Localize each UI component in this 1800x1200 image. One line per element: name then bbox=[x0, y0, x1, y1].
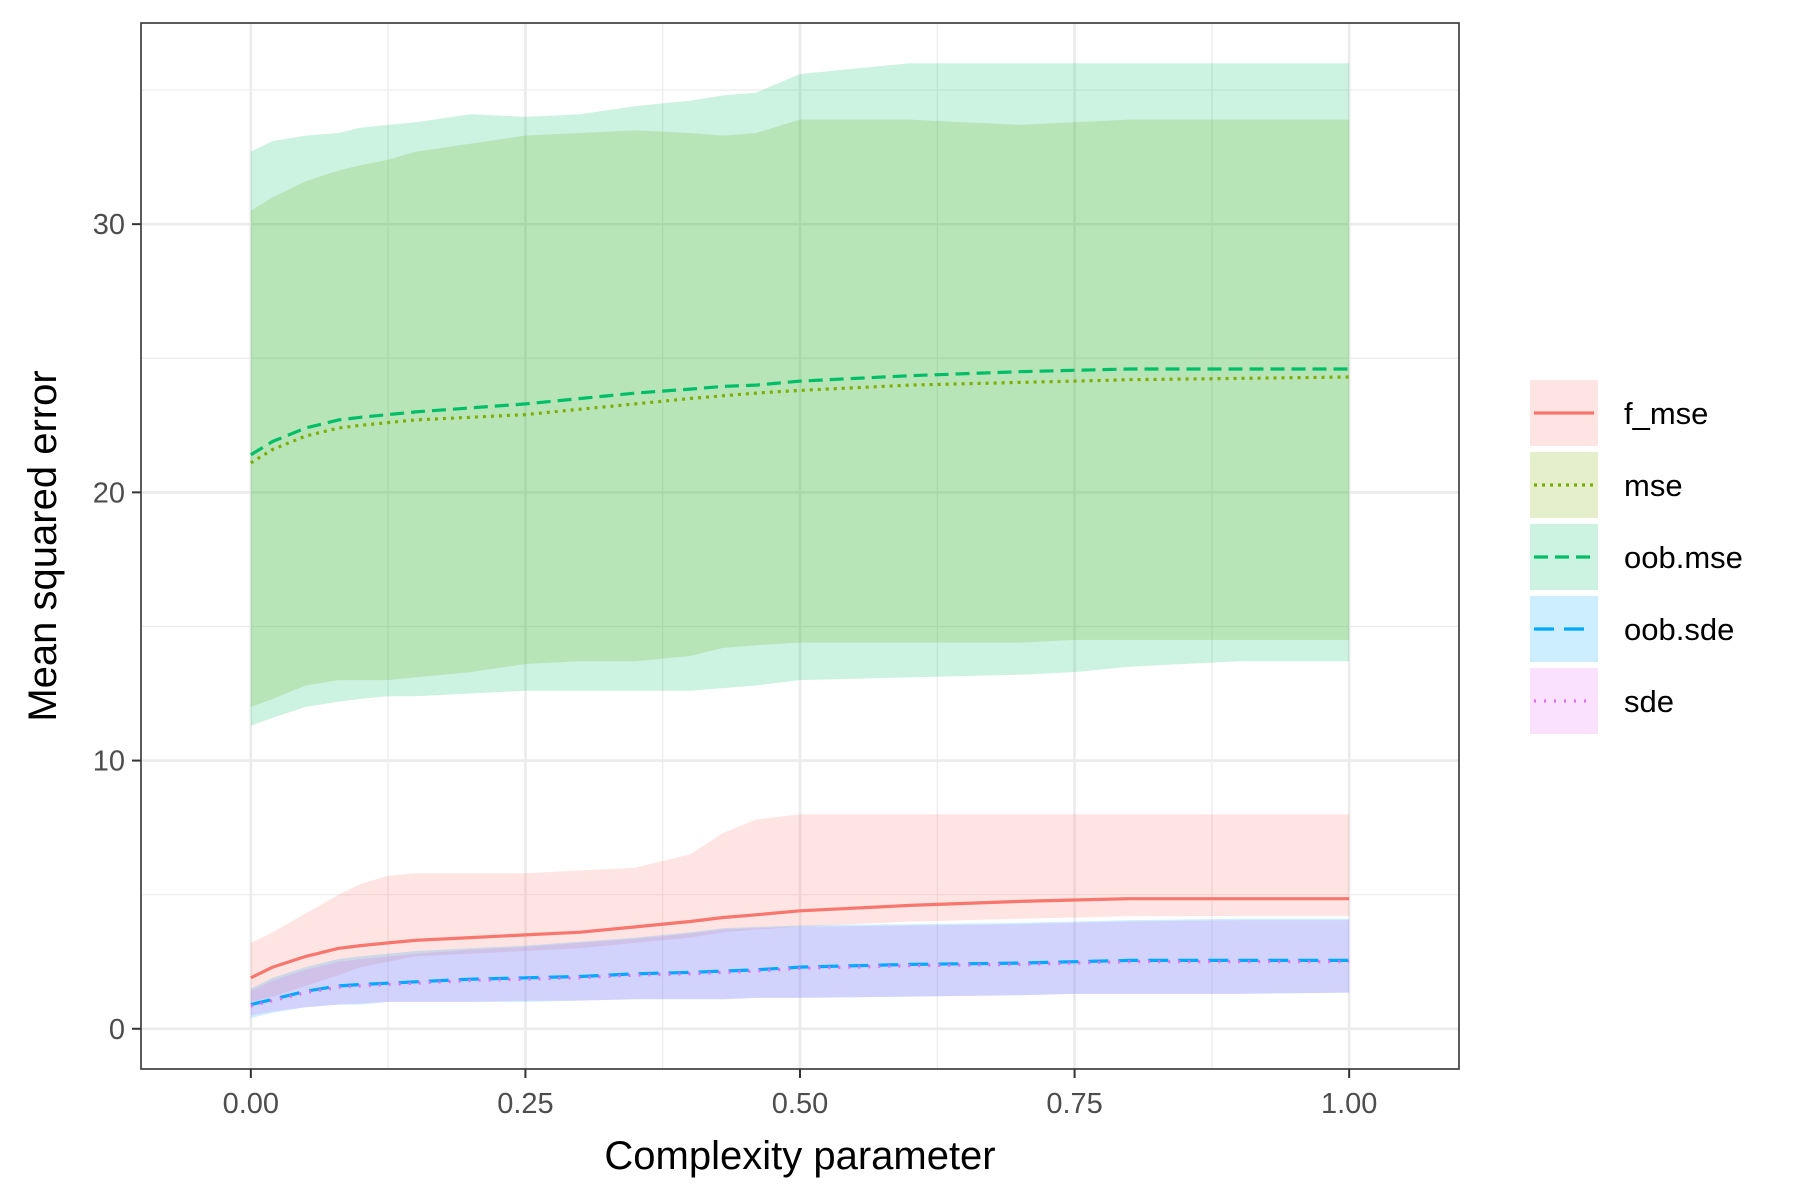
ribbon-mse bbox=[250, 119, 1350, 707]
legend-key-fill bbox=[1530, 452, 1598, 518]
legend-item-oob-sde: oob.sde bbox=[1530, 596, 1734, 662]
line-oob-sde bbox=[250, 958, 1350, 1007]
legend-label: mse bbox=[1624, 468, 1683, 503]
line-mse bbox=[249, 375, 1350, 465]
legend-item-sde: sde bbox=[1530, 668, 1674, 734]
ribbon-oob-mse bbox=[250, 63, 1350, 726]
x-tick-labels: 0.00 0.25 0.50 0.75 1.00 bbox=[223, 1088, 1378, 1120]
axis-ticks bbox=[132, 223, 1351, 1078]
legend-item-oob-mse: oob.mse bbox=[1530, 524, 1743, 590]
x-tick-label: 0.50 bbox=[772, 1088, 828, 1120]
legend-item-f-mse: f_mse bbox=[1530, 380, 1708, 446]
x-tick-label: 0.75 bbox=[1046, 1088, 1102, 1120]
y-tick-label: 20 bbox=[93, 477, 125, 509]
y-axis-title: Mean squared error bbox=[21, 370, 65, 721]
x-tick-label: 0.00 bbox=[223, 1088, 279, 1120]
x-tick-label: 1.00 bbox=[1321, 1088, 1377, 1120]
y-tick-label: 30 bbox=[93, 209, 125, 241]
y-tick-labels: 0 10 20 30 bbox=[93, 209, 125, 1046]
legend-label: f_mse bbox=[1624, 396, 1708, 431]
y-tick-label: 0 bbox=[109, 1014, 125, 1046]
x-axis-title: Complexity parameter bbox=[604, 1134, 995, 1178]
x-tick-label: 0.25 bbox=[497, 1088, 553, 1120]
series-lines bbox=[249, 367, 1350, 1008]
ribbons bbox=[250, 63, 1350, 1018]
grid-major bbox=[141, 23, 1459, 1069]
line-f-mse bbox=[250, 897, 1350, 980]
legend-label: oob.sde bbox=[1624, 612, 1734, 647]
ribbon-f-mse bbox=[250, 814, 1350, 1002]
legend-item-mse: mse bbox=[1530, 452, 1683, 518]
legend-label: oob.mse bbox=[1624, 540, 1743, 575]
legend-label: sde bbox=[1624, 684, 1674, 719]
y-tick-label: 10 bbox=[93, 746, 125, 778]
